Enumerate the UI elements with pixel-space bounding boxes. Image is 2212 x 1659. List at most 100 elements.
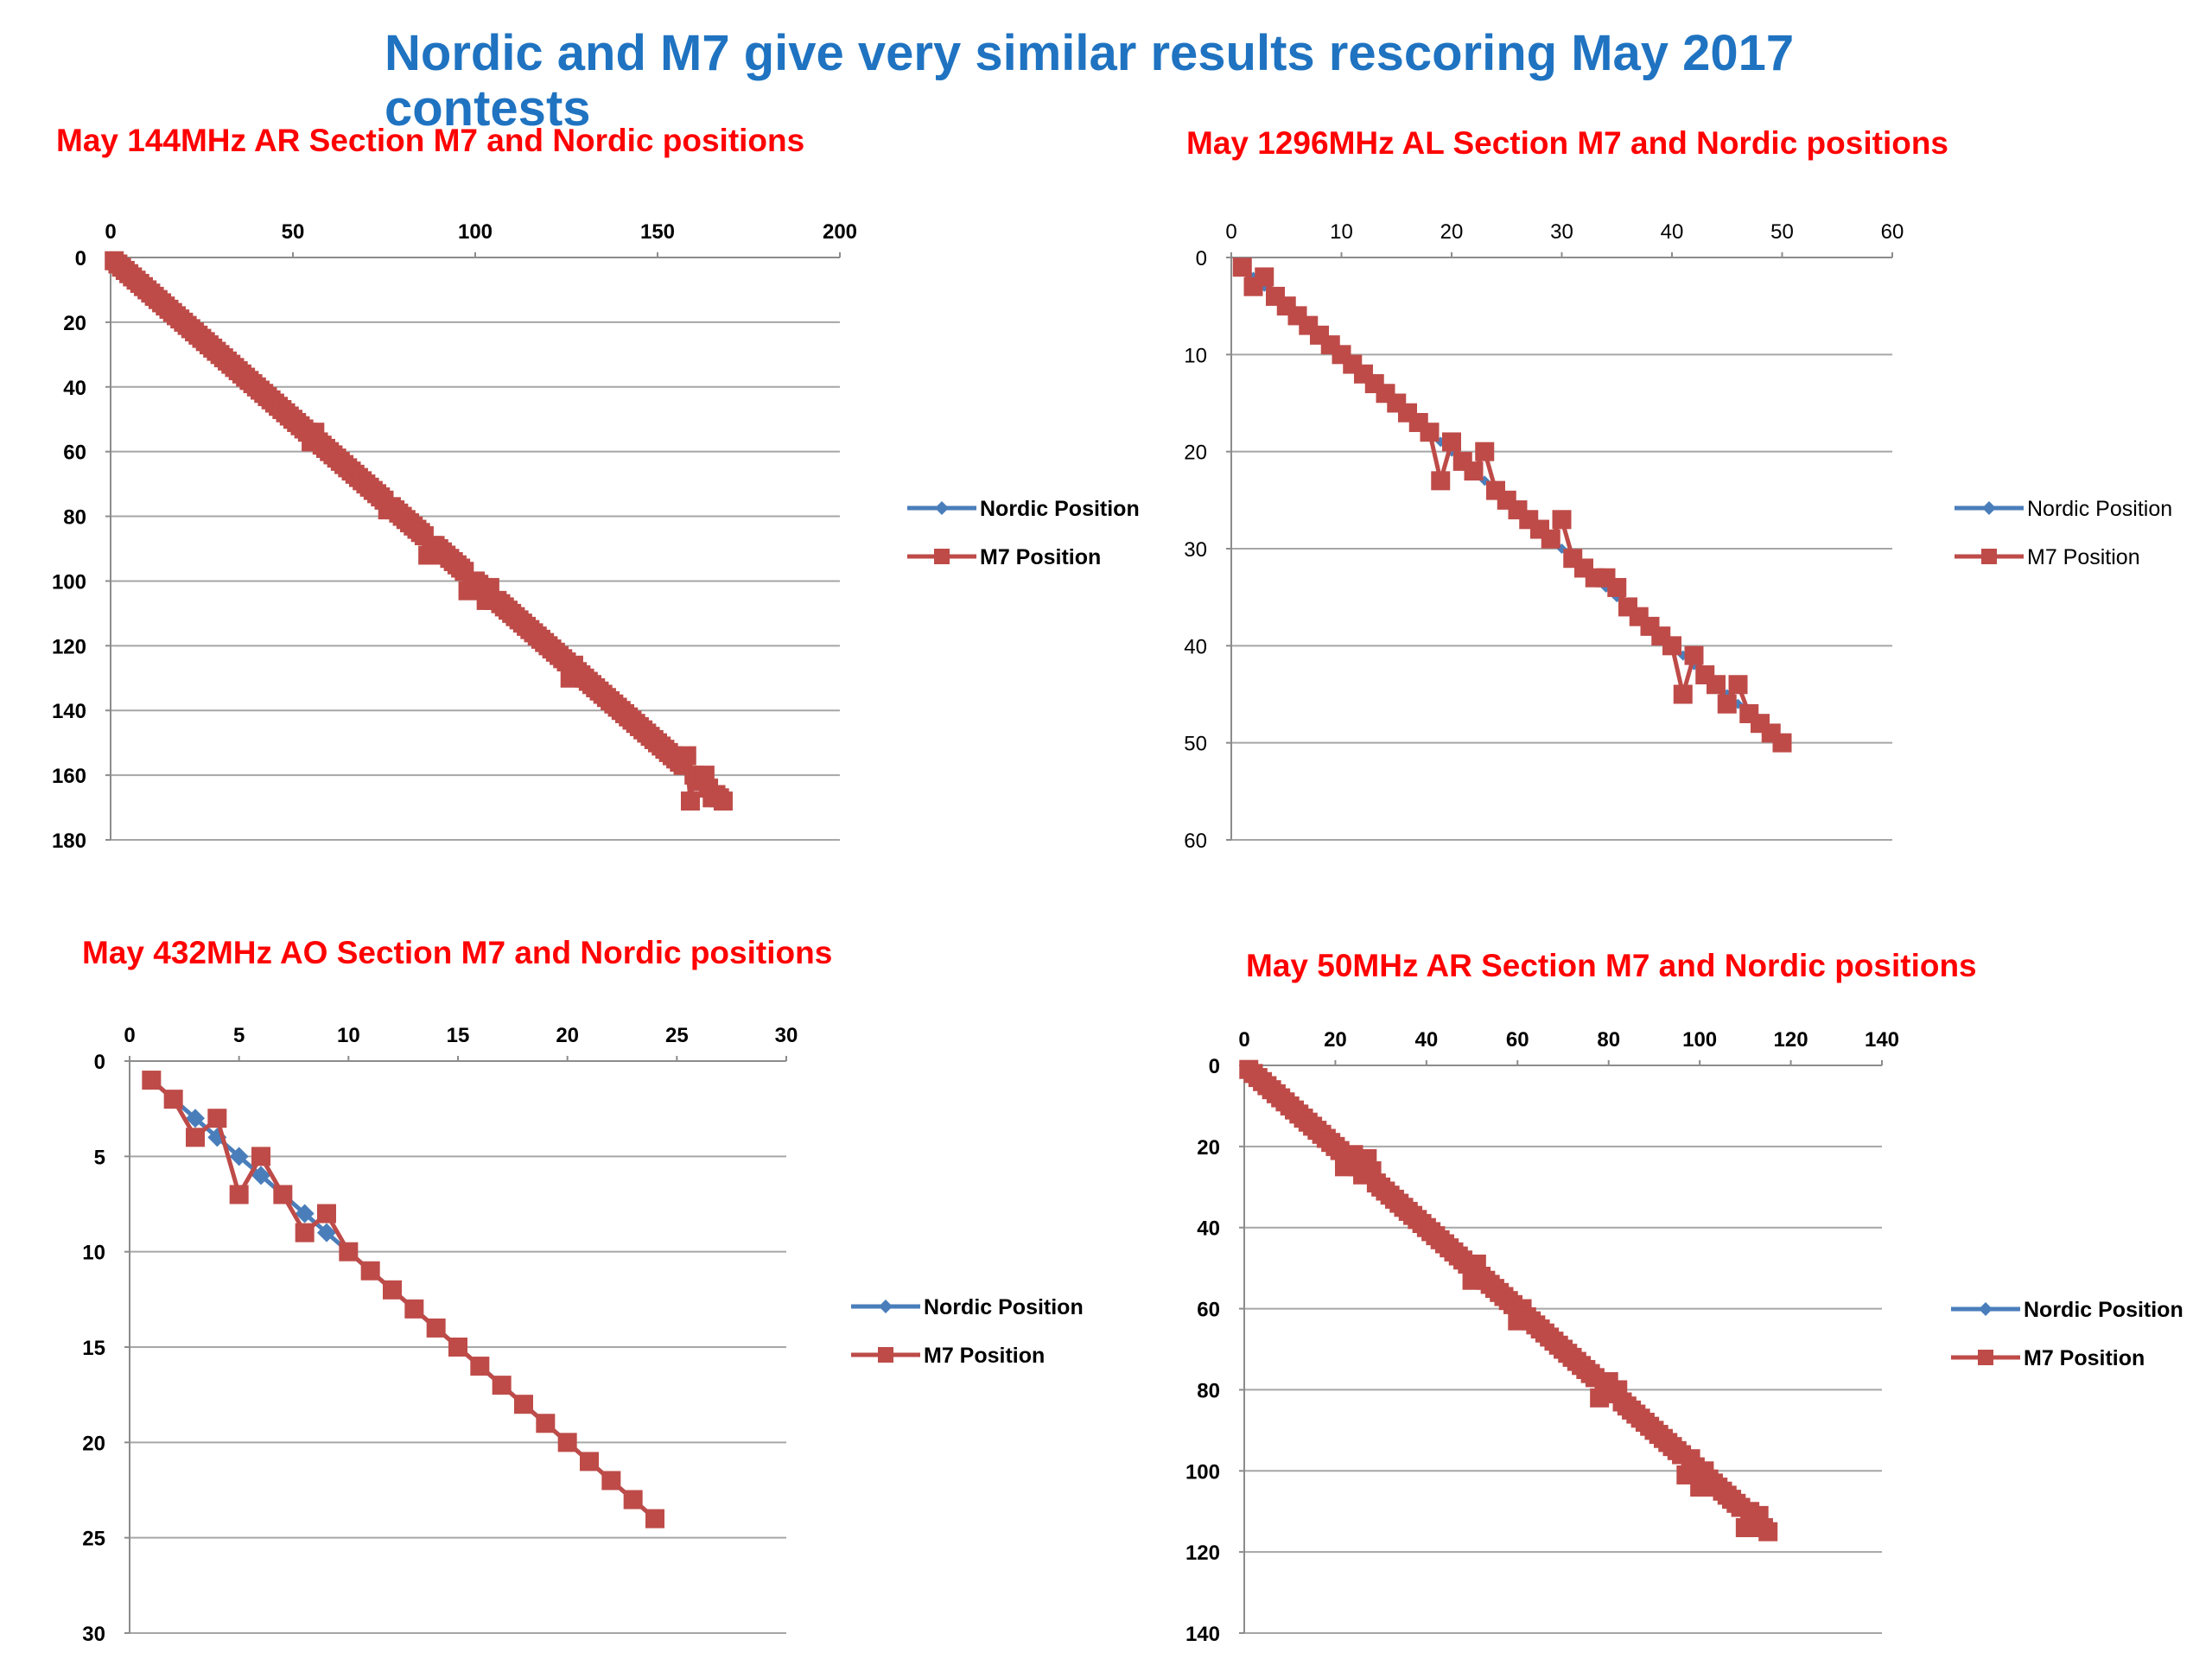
nordic-point (251, 1166, 270, 1185)
m7-point (1552, 510, 1572, 530)
x-tick-label: 10 (1330, 220, 1353, 244)
m7-point (1707, 675, 1726, 695)
y-tick-label: 100 (52, 570, 86, 594)
y-tick-label: 180 (52, 830, 86, 853)
x-tick-label: 100 (458, 220, 493, 244)
m7-point (680, 791, 700, 811)
x-tick-label: 40 (1415, 1028, 1439, 1052)
y-tick-label: 60 (1197, 1299, 1220, 1322)
y-tick-label: 20 (1197, 1136, 1220, 1160)
m7-point (1431, 471, 1451, 491)
m7-point (1772, 733, 1792, 753)
legend-m7-marker (878, 1347, 893, 1363)
y-tick-label: 140 (1185, 1623, 1220, 1646)
chart-title: May 432MHz AO Section M7 and Nordic posi… (82, 935, 832, 970)
y-tick-label: 0 (75, 247, 86, 270)
m7-point (426, 1318, 446, 1338)
m7-point (1420, 423, 1440, 442)
y-tick-label: 80 (1197, 1379, 1220, 1402)
x-tick-label: 0 (105, 220, 116, 244)
m7-point (186, 1128, 205, 1147)
x-tick-label: 40 (1661, 220, 1684, 244)
x-tick-label: 100 (1682, 1028, 1717, 1052)
m7-point (339, 1242, 359, 1262)
chart-title: May 144MHz AR Section M7 and Nordic posi… (56, 123, 804, 158)
legend: Nordic Position M7 Position (1951, 1298, 2183, 1370)
m7-point (142, 1071, 162, 1090)
m7-point (448, 1338, 467, 1357)
chart-title: May 50MHz AR Section M7 and Nordic posit… (1246, 948, 1977, 983)
m7-point (1442, 432, 1461, 452)
y-tick-label: 40 (63, 377, 86, 400)
x-tick-label: 0 (1238, 1028, 1249, 1052)
x-tick-label: 120 (1774, 1028, 1808, 1052)
m7-point (1232, 257, 1252, 277)
m7-point (163, 1090, 183, 1109)
legend-m7-label: M7 Position (2024, 1346, 2145, 1370)
m7-point (1684, 645, 1704, 665)
legend-m7-marker (1978, 1350, 1993, 1365)
nordic-point (207, 1128, 227, 1147)
nordic-point (295, 1204, 315, 1224)
m7-point (273, 1185, 293, 1205)
m7-point (557, 1433, 577, 1452)
m7-point (514, 1395, 533, 1414)
m7-point (580, 1452, 599, 1471)
m7-point (404, 1299, 424, 1319)
y-tick-label: 10 (1184, 344, 1207, 367)
y-tick-label: 20 (82, 1432, 105, 1455)
m7-point (492, 1376, 512, 1395)
chart-2: May 1296MHz AL Section M7 and Nordic pos… (1184, 125, 2172, 853)
x-tick-label: 20 (1324, 1028, 1347, 1052)
m7-point (1607, 577, 1627, 597)
y-tick-label: 160 (52, 765, 86, 788)
y-tick-label: 30 (82, 1623, 105, 1646)
y-tick-label: 20 (63, 312, 86, 335)
x-tick-label: 60 (1881, 220, 1904, 244)
m7-point (645, 1509, 664, 1529)
m7-point (295, 1223, 315, 1243)
m7-point (317, 1204, 336, 1224)
m7-point (1255, 267, 1274, 287)
legend: Nordic Position M7 Position (907, 497, 1140, 569)
nordic-point (186, 1109, 205, 1128)
legend-m7-marker (934, 549, 950, 564)
x-tick-label: 25 (665, 1024, 689, 1047)
chart-1: May 144MHz AR Section M7 and Nordic posi… (52, 123, 1140, 853)
x-tick-label: 0 (1225, 220, 1236, 244)
x-tick-label: 20 (1440, 220, 1464, 244)
m7-point (229, 1185, 249, 1205)
x-tick-label: 10 (337, 1024, 360, 1047)
legend: Nordic Position M7 Position (1955, 497, 2172, 569)
m7-point (1717, 694, 1737, 714)
y-tick-label: 25 (82, 1528, 105, 1551)
m7-point (207, 1109, 227, 1128)
y-tick-label: 100 (1185, 1460, 1220, 1484)
x-tick-label: 20 (556, 1024, 579, 1047)
m7-point (601, 1471, 621, 1491)
m7-point (251, 1147, 270, 1166)
y-tick-label: 120 (1185, 1541, 1220, 1565)
m7-series-line (149, 1078, 657, 1521)
legend-nordic-label: Nordic Position (980, 497, 1140, 521)
m7-point (1541, 529, 1560, 549)
y-tick-label: 60 (63, 442, 86, 465)
m7-point (677, 746, 696, 766)
m7-point (1728, 675, 1748, 695)
y-tick-label: 40 (1197, 1217, 1220, 1241)
chart-3: May 432MHz AO Section M7 and Nordic posi… (82, 935, 1084, 1646)
y-tick-label: 120 (52, 635, 86, 658)
x-tick-label: 150 (640, 220, 675, 244)
m7-point (1758, 1522, 1778, 1541)
y-tick-label: 15 (82, 1337, 105, 1360)
legend-nordic-marker (1982, 501, 1996, 515)
m7-point (1673, 684, 1693, 704)
y-tick-label: 60 (1184, 830, 1207, 853)
m7-point (623, 1490, 643, 1510)
x-tick-label: 50 (282, 220, 305, 244)
legend-nordic-label: Nordic Position (924, 1295, 1084, 1319)
legend-nordic-marker (1979, 1302, 1993, 1316)
nordic-point (229, 1147, 249, 1166)
x-tick-label: 0 (124, 1024, 135, 1047)
